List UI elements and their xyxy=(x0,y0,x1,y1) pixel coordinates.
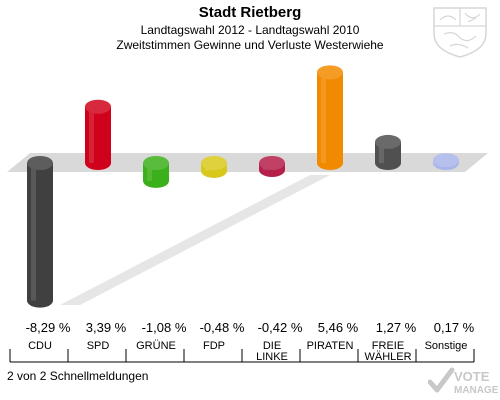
category-label: FREIE WÄHLER xyxy=(364,340,411,363)
zero-baseline xyxy=(7,153,488,172)
footer-text: 2 von 2 Schnellmeldungen xyxy=(7,369,149,383)
category-label: DIE LINKE xyxy=(256,340,288,363)
value-label: 3,39 % xyxy=(86,320,127,335)
logo-text-vote: VOTE xyxy=(454,369,490,384)
category-label: GRÜNE xyxy=(136,340,176,352)
bar-cdu xyxy=(27,156,53,308)
value-label: -1,08 % xyxy=(142,320,187,335)
bar-sonstige xyxy=(433,153,459,170)
logo-text-manager: MANAGER xyxy=(454,385,498,396)
category-label: FDP xyxy=(203,340,225,352)
category-label: CDU xyxy=(28,340,52,352)
chart-subtitle-elections: Landtagswahl 2012 - Landtagswahl 2010 xyxy=(140,23,360,37)
vote-manager-logo: VOTE MANAGER xyxy=(428,367,498,396)
bar-fdp xyxy=(201,156,227,178)
value-label: 0,17 % xyxy=(434,320,475,335)
bar-freie-w-hler xyxy=(375,134,401,170)
chart-title: Stadt Rietberg xyxy=(198,4,302,21)
bar-gr-ne xyxy=(143,156,169,188)
category-label: SPD xyxy=(87,340,110,352)
category-label: PIRATEN xyxy=(307,340,354,352)
value-label: -8,29 % xyxy=(26,320,71,335)
background-shadow xyxy=(60,175,330,305)
value-label: 1,27 % xyxy=(376,320,417,335)
nrw-coat-of-arms-icon xyxy=(433,7,487,58)
value-label: 5,46 % xyxy=(318,320,359,335)
category-label: Sonstige xyxy=(425,340,468,352)
bar-piraten xyxy=(317,65,343,170)
chart-subtitle-description: Zweitstimmen Gewinne und Verluste Wester… xyxy=(116,38,384,52)
value-label: -0,42 % xyxy=(258,320,303,335)
value-label: -0,48 % xyxy=(200,320,245,335)
bar-die-linke xyxy=(259,156,285,177)
bar-spd xyxy=(85,99,111,170)
